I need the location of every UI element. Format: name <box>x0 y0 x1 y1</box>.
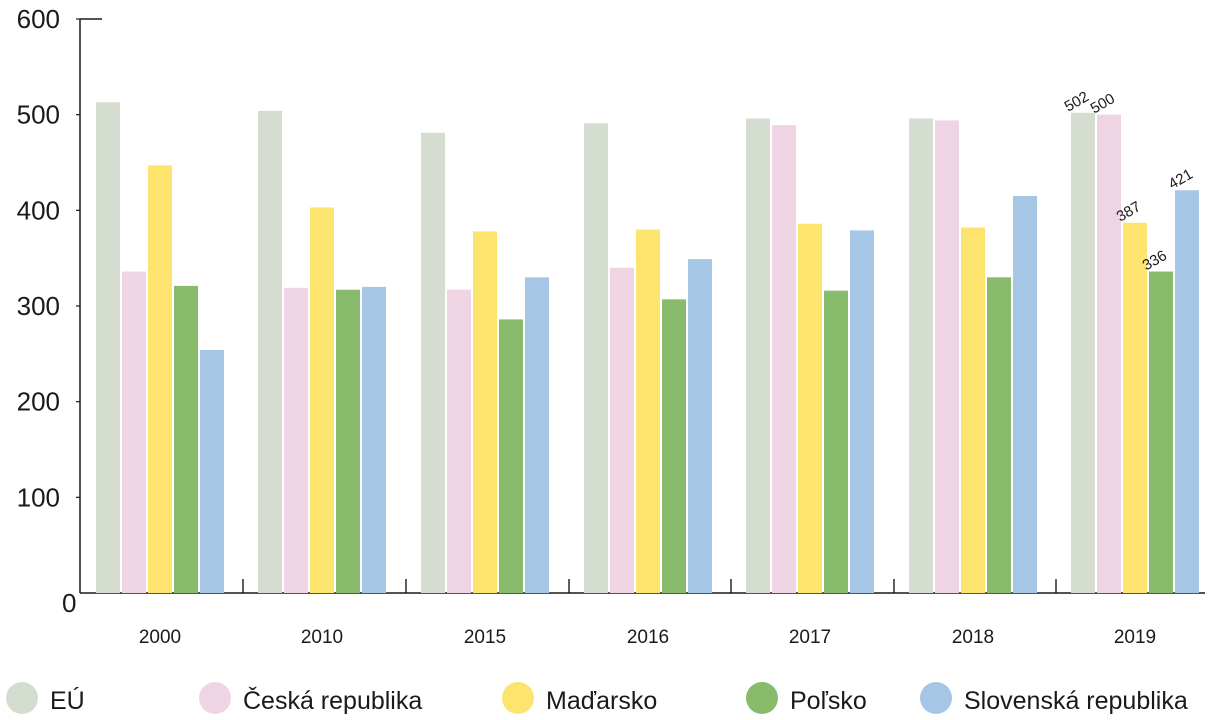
x-tick-label: 2015 <box>464 627 506 648</box>
bar <box>662 299 686 593</box>
x-tick-label: 2010 <box>301 627 343 648</box>
legend-label: Poľsko <box>790 687 867 715</box>
bar <box>636 229 660 593</box>
bar <box>148 165 172 593</box>
y-tick-label: 100 <box>17 482 60 512</box>
legend-swatch <box>199 682 231 714</box>
x-tick-label: 2017 <box>789 627 831 648</box>
legend-label: Slovenská republika <box>964 687 1188 715</box>
bar <box>909 118 933 593</box>
y-tick-label: 600 <box>17 4 60 34</box>
bar <box>746 118 770 593</box>
x-tick-label: 2016 <box>627 627 669 648</box>
bar <box>987 277 1011 593</box>
x-tick-label: 2018 <box>952 627 994 648</box>
legend-swatch <box>502 682 534 714</box>
bar <box>1071 112 1095 594</box>
bar <box>772 125 796 593</box>
bar <box>447 289 471 593</box>
legend-label: EÚ <box>50 686 85 715</box>
bar <box>1123 222 1147 593</box>
bar <box>336 289 360 593</box>
legend: EÚ Česká republika Maďarsko Poľsko Slovenská… <box>6 682 1188 715</box>
bar <box>1097 114 1121 594</box>
bar <box>310 207 334 594</box>
bar <box>96 102 120 593</box>
bar <box>824 290 848 593</box>
data-label: 421 <box>1166 166 1196 193</box>
x-axis-ticks: 2000 2010 2015 2016 2017 2018 2019 <box>139 627 1156 648</box>
legend-swatch <box>6 682 38 714</box>
bar <box>284 287 308 593</box>
legend-swatch <box>746 682 778 714</box>
bar <box>473 231 497 593</box>
bar <box>688 259 712 593</box>
bar <box>961 227 985 593</box>
bar <box>798 223 822 593</box>
y-tick-label: 200 <box>17 387 60 417</box>
bar <box>850 230 874 593</box>
bar <box>525 277 549 593</box>
bar <box>1013 195 1037 593</box>
x-tick-label: 2019 <box>1114 627 1156 648</box>
bar <box>499 319 523 593</box>
legend-label: Česká republika <box>243 686 422 715</box>
y-tick-label: 400 <box>17 195 60 225</box>
bar <box>610 267 634 593</box>
bar <box>174 285 198 593</box>
legend-label: Maďarsko <box>546 687 657 715</box>
legend-swatch <box>920 682 952 714</box>
bar <box>362 286 386 593</box>
x-tick-label: 2000 <box>139 627 181 648</box>
bar <box>935 120 959 593</box>
y-tick-label: 0 <box>62 588 76 618</box>
y-axis-ticks: 0 100 200 300 400 500 600 <box>17 4 80 618</box>
bars <box>96 102 1199 594</box>
y-tick-label: 300 <box>17 291 60 321</box>
bar <box>122 271 146 593</box>
y-tick-label: 500 <box>17 100 60 130</box>
bar <box>584 123 608 593</box>
bar <box>200 350 224 593</box>
bar <box>1149 271 1173 593</box>
bar <box>1175 190 1199 593</box>
bar <box>421 132 445 594</box>
bar <box>258 110 282 593</box>
